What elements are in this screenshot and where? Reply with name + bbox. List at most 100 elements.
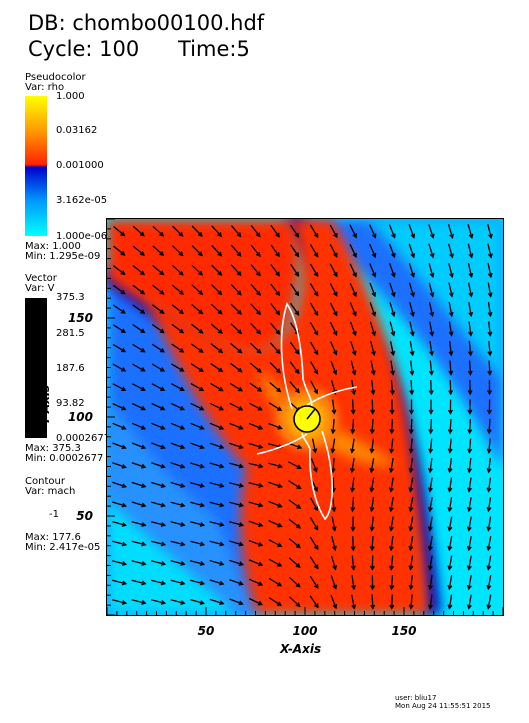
velocity-arrowhead bbox=[369, 506, 375, 513]
velocity-arrow bbox=[268, 558, 282, 567]
velocity-arrowhead bbox=[332, 330, 338, 337]
velocity-arrow bbox=[151, 579, 165, 585]
velocity-arrow bbox=[429, 594, 433, 609]
velocity-arrow bbox=[131, 462, 146, 468]
velocity-arrowhead bbox=[199, 405, 205, 411]
velocity-arrow bbox=[448, 477, 453, 492]
velocity-arrow bbox=[172, 225, 183, 237]
velocity-arrow bbox=[351, 457, 355, 473]
velocity-arrow bbox=[468, 418, 472, 434]
velocity-arrowhead bbox=[486, 565, 492, 571]
velocity-arrow bbox=[330, 594, 337, 609]
velocity-arrow bbox=[290, 283, 299, 296]
velocity-arrow bbox=[209, 521, 224, 526]
velocity-arrow bbox=[229, 382, 243, 392]
plot-area[interactable] bbox=[106, 218, 504, 616]
velocity-arrowhead bbox=[352, 252, 357, 259]
velocity-arrow bbox=[151, 323, 165, 334]
velocity-arrow bbox=[151, 501, 165, 507]
velocity-arrow bbox=[132, 363, 145, 372]
velocity-arrow bbox=[329, 302, 338, 316]
contour-max: Max: 177.6 bbox=[25, 532, 81, 543]
velocity-arrow bbox=[429, 575, 433, 589]
velocity-arrow bbox=[230, 303, 242, 315]
velocity-arrow bbox=[230, 264, 242, 276]
velocity-arrow bbox=[190, 501, 204, 507]
velocity-arrow bbox=[230, 323, 242, 334]
velocity-arrow bbox=[309, 263, 319, 277]
velocity-arrow bbox=[209, 462, 224, 468]
vector-legend-title: Vector bbox=[25, 273, 57, 284]
pseudocolor-max: Max: 1.000 bbox=[25, 241, 81, 252]
velocity-arrowhead bbox=[409, 370, 415, 376]
velocity-arrow bbox=[329, 243, 338, 258]
velocity-arrowhead bbox=[370, 409, 376, 415]
velocity-arrowhead bbox=[330, 429, 336, 435]
velocity-arrow bbox=[390, 477, 394, 492]
velocity-arrowhead bbox=[198, 348, 204, 353]
velocity-arrowhead bbox=[179, 348, 185, 353]
velocity-arrowhead bbox=[219, 600, 225, 606]
velocity-arrow bbox=[409, 458, 414, 472]
velocity-arrowhead bbox=[276, 601, 283, 607]
velocity-arrow bbox=[191, 225, 203, 237]
velocity-arrow bbox=[349, 282, 357, 297]
velocity-arrow bbox=[230, 343, 242, 353]
velocity-arrow bbox=[288, 518, 301, 529]
velocity-arrow bbox=[171, 323, 184, 334]
velocity-arrow bbox=[171, 363, 184, 372]
velocity-arrowhead bbox=[448, 292, 454, 298]
velocity-arrowhead bbox=[388, 545, 394, 552]
velocity-arrowhead bbox=[275, 232, 280, 238]
velocity-arrowhead bbox=[388, 467, 394, 474]
velocity-arrow bbox=[151, 599, 165, 604]
velocity-arrow bbox=[231, 225, 241, 237]
velocity-arrow bbox=[351, 477, 355, 492]
velocity-arrowhead bbox=[331, 409, 337, 415]
velocity-arrow bbox=[410, 594, 413, 609]
velocity-arrow bbox=[388, 224, 396, 238]
velocity-arrowhead bbox=[140, 328, 146, 334]
velocity-arrow bbox=[171, 304, 184, 314]
velocity-arrow bbox=[487, 594, 492, 609]
velocity-arrowhead bbox=[427, 487, 433, 493]
vector-tick-label: 187.6 bbox=[56, 363, 85, 374]
velocity-arrow bbox=[350, 360, 356, 375]
velocity-arrow bbox=[389, 282, 395, 297]
velocity-arrow bbox=[209, 501, 224, 507]
velocity-arrow bbox=[351, 438, 355, 453]
velocity-arrowhead bbox=[370, 370, 376, 376]
velocity-arrow bbox=[190, 481, 204, 488]
velocity-arrowhead bbox=[332, 565, 338, 571]
velocity-arrow bbox=[467, 243, 473, 258]
velocity-arrow bbox=[290, 224, 299, 238]
velocity-arrow bbox=[112, 462, 126, 468]
velocity-arrowhead bbox=[141, 541, 147, 547]
velocity-arrow bbox=[270, 244, 280, 257]
velocity-arrowhead bbox=[351, 604, 357, 610]
velocity-arrow bbox=[429, 516, 433, 531]
velocity-arrow bbox=[371, 535, 374, 551]
velocity-arrow bbox=[170, 422, 185, 430]
velocity-arrowhead bbox=[333, 252, 338, 258]
velocity-arrow bbox=[230, 283, 242, 296]
velocity-arrowhead bbox=[349, 448, 355, 454]
velocity-arrow bbox=[209, 559, 224, 566]
velocity-arrow bbox=[131, 599, 146, 604]
velocity-arrow bbox=[171, 343, 184, 353]
velocity-arrow bbox=[270, 264, 280, 276]
velocity-arrowhead bbox=[313, 369, 319, 375]
velocity-arrowhead bbox=[313, 525, 319, 531]
velocity-arrowhead bbox=[121, 386, 127, 391]
velocity-arrowhead bbox=[369, 429, 375, 435]
velocity-arrow bbox=[170, 599, 185, 604]
density-region bbox=[107, 499, 237, 615]
velocity-arrowhead bbox=[179, 367, 185, 372]
velocity-arrowhead bbox=[256, 310, 262, 316]
velocity-arrow bbox=[448, 496, 453, 512]
velocity-arrowhead bbox=[352, 331, 357, 337]
velocity-arrow bbox=[250, 283, 261, 296]
velocity-arrowhead bbox=[313, 291, 319, 297]
velocity-arrow bbox=[390, 516, 394, 531]
velocity-arrow bbox=[448, 594, 453, 609]
